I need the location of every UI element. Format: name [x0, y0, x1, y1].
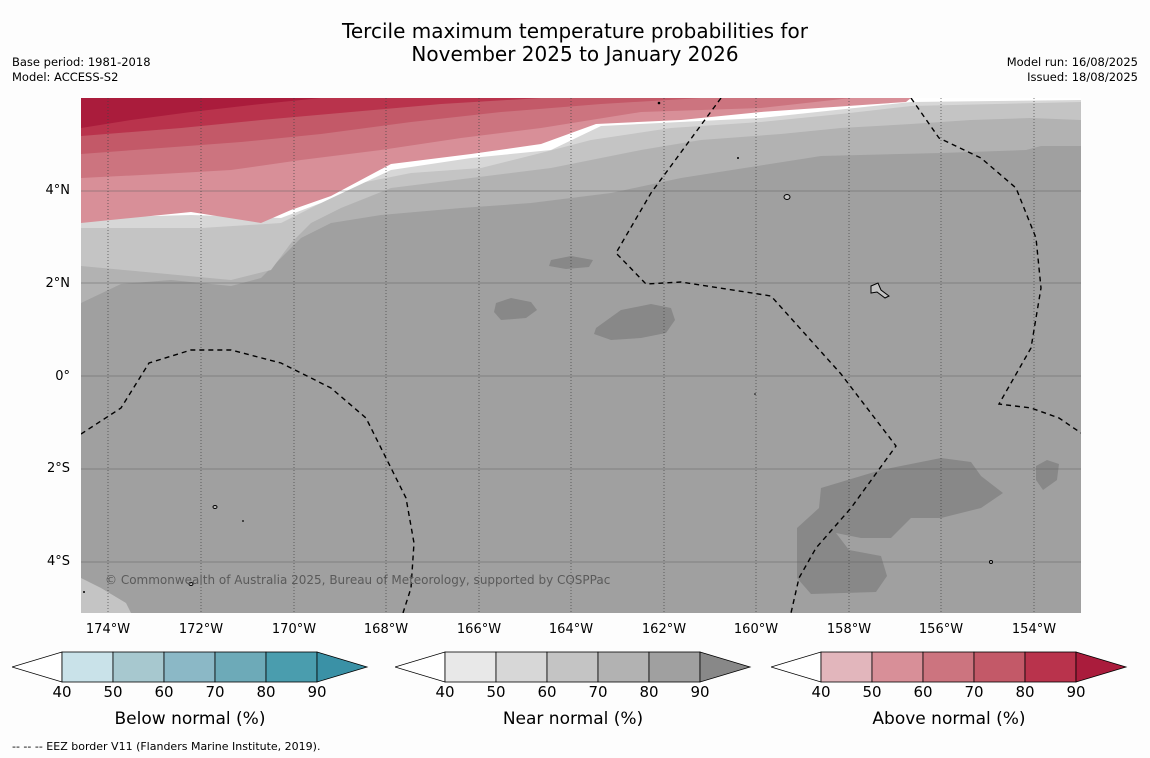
- near-normal-90-patch: [494, 298, 537, 320]
- chart-title: Tercile maximum temperature probabilitie…: [0, 20, 1150, 66]
- colorbar-segment: [265, 651, 318, 683]
- colorbar-tick-label: 90: [1066, 683, 1086, 701]
- lat-label-4n: 4°N: [45, 183, 71, 198]
- colorbar-max-extension: [316, 651, 369, 683]
- islands: [188, 194, 993, 586]
- colorbar-segment: [648, 651, 701, 683]
- base-period: Base period: 1981-2018: [12, 55, 151, 69]
- colorbar-tick-label: 80: [1015, 683, 1035, 701]
- colorbar-below-normal: [10, 650, 372, 688]
- colorbar-segment: [820, 651, 873, 683]
- lon-label-168w: 168°W: [363, 622, 409, 637]
- colorbar-segment: [1024, 651, 1077, 683]
- lat-label-2n: 2°N: [45, 276, 71, 291]
- colorbar-below-normal-label: Below normal (%): [114, 709, 266, 729]
- colorbar-tick-label: 80: [256, 683, 276, 701]
- colorbar-min-extension: [769, 651, 822, 683]
- copyright-notice: © Commonwealth of Australia 2025, Bureau…: [105, 573, 611, 587]
- colorbar-segment: [597, 651, 650, 683]
- lon-label-158w: 158°W: [826, 622, 872, 637]
- colorbar-min-extension: [10, 651, 63, 683]
- colorbar-tick-label: 40: [52, 683, 72, 701]
- colorbar-above-normal: [769, 650, 1131, 688]
- colorbar-tick-label: 40: [811, 683, 831, 701]
- near-normal-90-patch: [549, 256, 593, 269]
- colorbar-tick-label: 80: [639, 683, 659, 701]
- colorbar-tick-label: 60: [913, 683, 933, 701]
- colorbar-tick-label: 50: [862, 683, 882, 701]
- eez-borders: [81, 98, 1081, 613]
- graticule: [81, 190, 1081, 563]
- colorbar-tick-label: 70: [588, 683, 608, 701]
- colorbar-above-normal-label: Above normal (%): [872, 709, 1026, 729]
- near-normal-90-patch: [1036, 460, 1059, 490]
- colorbar-segment: [444, 651, 497, 683]
- colorbar-segment: [546, 651, 599, 683]
- lon-label-154w: 154°W: [1011, 622, 1057, 637]
- near-normal-70-80-patch: [81, 578, 131, 613]
- above-normal-80-90-region: [81, 98, 321, 128]
- colorbar-max-extension: [1075, 651, 1128, 683]
- lon-label-160w: 160°W: [733, 622, 779, 637]
- issued-date: Issued: 18/08/2025: [1027, 70, 1138, 84]
- colorbar-segment: [495, 651, 548, 683]
- colorbar-below-normal-svg: [10, 651, 369, 683]
- meridians: [107, 98, 1035, 613]
- colorbar-segment: [163, 651, 216, 683]
- map-svg: [81, 98, 1081, 613]
- island-dots: [83, 101, 756, 593]
- colorbar-max-extension: [699, 651, 752, 683]
- colorbar-segment: [973, 651, 1026, 683]
- lon-label-166w: 166°W: [456, 622, 502, 637]
- lon-label-156w: 156°W: [918, 622, 964, 637]
- colorbar-segment: [922, 651, 975, 683]
- colorbar-tick-label: 50: [486, 683, 506, 701]
- lon-label-164w: 164°W: [548, 622, 594, 637]
- model-name: Model: ACCESS-S2: [12, 70, 119, 84]
- lat-label-0: 0°: [55, 369, 70, 384]
- near-normal-90-patch: [594, 304, 675, 340]
- colorbar-segment: [214, 651, 267, 683]
- colorbar-min-extension: [393, 651, 446, 683]
- colorbar-segment: [61, 651, 114, 683]
- lat-label-4s: 4°S: [46, 554, 70, 569]
- colorbar-near-normal: [393, 650, 755, 688]
- meta-left: Base period: 1981-2018 Model: ACCESS-S2: [12, 55, 151, 85]
- map-area: [81, 98, 1081, 613]
- colorbar-near-normal-svg: [393, 651, 752, 683]
- colorbar-tick-label: 70: [964, 683, 984, 701]
- colorbar-segment: [112, 651, 165, 683]
- colorbar-tick-label: 90: [690, 683, 710, 701]
- model-run: Model run: 16/08/2025: [1006, 55, 1138, 69]
- colorbar-tick-label: 60: [537, 683, 557, 701]
- lon-label-170w: 170°W: [271, 622, 317, 637]
- colorbar-tick-label: 90: [307, 683, 327, 701]
- meta-right: Model run: 16/08/2025 Issued: 18/08/2025: [1007, 55, 1138, 85]
- colorbar-tick-label: 70: [205, 683, 225, 701]
- colorbar-tick-label: 40: [435, 683, 455, 701]
- near-normal-90-patch: [797, 458, 1003, 594]
- lon-label-174w: 174°W: [85, 622, 131, 637]
- colorbar-tick-label: 50: [103, 683, 123, 701]
- title-line-2: November 2025 to January 2026: [411, 42, 739, 66]
- title-line-1: Tercile maximum temperature probabilitie…: [342, 19, 808, 43]
- colorbar-near-normal-label: Near normal (%): [502, 709, 644, 729]
- lat-label-2s: 2°S: [46, 461, 70, 476]
- eez-footnote: -- -- -- EEZ border V11 (Flanders Marine…: [12, 740, 321, 753]
- colorbar-tick-label: 60: [154, 683, 174, 701]
- colorbar-segment: [871, 651, 924, 683]
- colorbar-above-normal-svg: [769, 651, 1128, 683]
- lon-label-172w: 172°W: [178, 622, 224, 637]
- lon-label-162w: 162°W: [641, 622, 687, 637]
